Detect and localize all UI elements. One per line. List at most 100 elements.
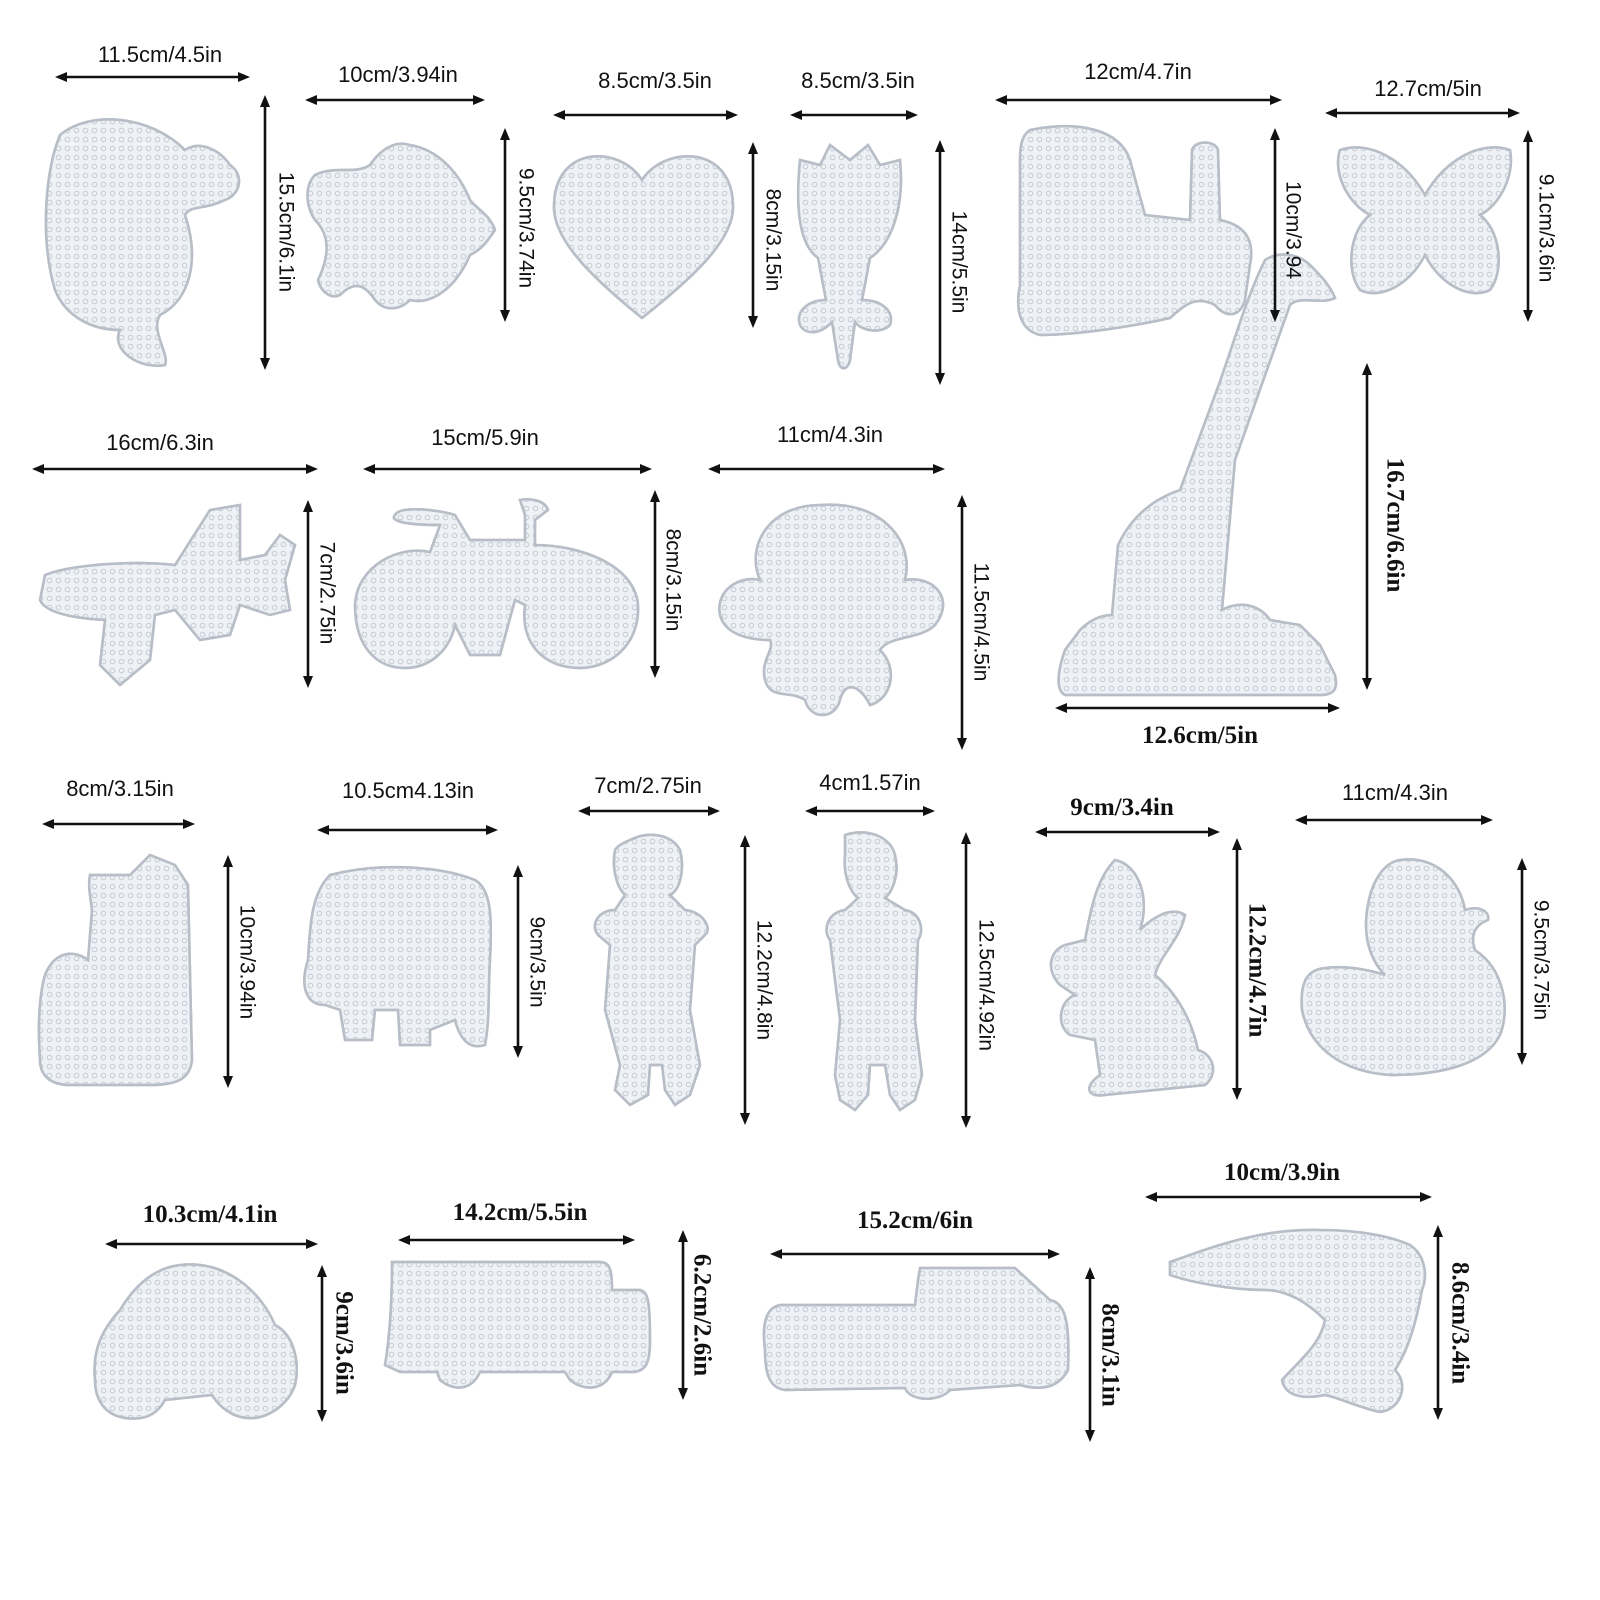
butterfly-height-label: 9.1cm/3.6in bbox=[1534, 174, 1557, 283]
bus-width-arrow bbox=[398, 1235, 635, 1245]
boy-height-label: 12.5cm/4.92in bbox=[974, 919, 997, 1051]
airplane-width-arrow bbox=[32, 464, 318, 474]
bicycle-height-arrow bbox=[650, 490, 660, 678]
truck-board-icon bbox=[762, 1266, 1070, 1400]
giraffe-height-label: 16.7cm/6.6in bbox=[1381, 458, 1408, 593]
truck-width-label: 15.2cm/6in bbox=[857, 1207, 973, 1234]
tulip-width-arrow bbox=[790, 110, 918, 120]
heart-height-label: 8cm/3.15in bbox=[761, 189, 784, 292]
bicycle-width-label: 15cm/5.9in bbox=[431, 425, 539, 450]
fish-width-label: 10cm/3.94in bbox=[338, 62, 458, 87]
elephant-height-label: 9cm/3.5in bbox=[525, 916, 548, 1007]
squirrel-height-label: 15.5cm/6.1in bbox=[274, 172, 297, 292]
car-board-icon bbox=[93, 1263, 299, 1420]
bus-width-label: 14.2cm/5.5in bbox=[453, 1199, 588, 1226]
cat-height-label: 10cm/3.94in bbox=[235, 905, 258, 1019]
heart-height-arrow bbox=[748, 142, 758, 328]
duck-board-icon bbox=[1300, 858, 1506, 1077]
airplane-width-label: 16cm/6.3in bbox=[106, 430, 214, 455]
dolphin-width-arrow bbox=[1145, 1192, 1432, 1202]
bicycle-height-label: 8cm/3.15in bbox=[661, 529, 684, 632]
boy-board-icon bbox=[825, 831, 924, 1112]
heart-width-arrow bbox=[553, 110, 738, 120]
fish-board-icon bbox=[306, 142, 497, 310]
boy-height-arrow bbox=[961, 832, 971, 1128]
octopus-board-icon bbox=[718, 503, 945, 717]
heart-board-icon bbox=[552, 155, 735, 320]
fish-height-arrow bbox=[500, 128, 510, 322]
heart-width-label: 8.5cm/3.5in bbox=[598, 68, 712, 93]
tractor-board-icon bbox=[1016, 125, 1253, 337]
dolphin-board-icon bbox=[1168, 1228, 1427, 1414]
girl-height-label: 12.2cm/4.8in bbox=[752, 920, 775, 1040]
rabbit-width-arrow bbox=[1035, 827, 1220, 837]
duck-height-label: 9.5cm/3.75in bbox=[1529, 900, 1552, 1020]
dolphin-height-label: 8.6cm/3.4in bbox=[1446, 1262, 1473, 1384]
car-height-label: 9cm/3.6in bbox=[330, 1291, 357, 1395]
rabbit-board-icon bbox=[1049, 858, 1215, 1097]
tulip-height-label: 14cm/5.5in bbox=[947, 211, 970, 314]
tractor-height-arrow bbox=[1270, 128, 1280, 322]
octopus-height-arrow bbox=[957, 495, 967, 750]
dolphin-height-arrow bbox=[1433, 1225, 1443, 1420]
fish-width-arrow bbox=[305, 95, 485, 105]
elephant-width-arrow bbox=[317, 825, 498, 835]
giraffe-board-icon bbox=[1057, 253, 1338, 697]
rabbit-width-label: 9cm/3.4in bbox=[1070, 794, 1174, 821]
bus-height-arrow bbox=[678, 1230, 688, 1400]
rabbit-height-arrow bbox=[1232, 838, 1242, 1100]
bus-board-icon bbox=[383, 1260, 652, 1389]
bicycle-board-icon bbox=[353, 498, 640, 670]
car-width-label: 10.3cm/4.1in bbox=[143, 1201, 278, 1228]
truck-height-arrow bbox=[1085, 1267, 1095, 1442]
tulip-width-label: 8.5cm/3.5in bbox=[801, 68, 915, 93]
squirrel-height-arrow bbox=[260, 95, 270, 370]
girl-width-label: 7cm/2.75in bbox=[594, 773, 702, 798]
duck-width-arrow bbox=[1295, 815, 1493, 825]
giraffe-width-label: 12.6cm/5in bbox=[1142, 722, 1258, 749]
giraffe-width-arrow bbox=[1055, 703, 1340, 713]
tulip-board-icon bbox=[796, 143, 903, 370]
butterfly-height-arrow bbox=[1523, 130, 1533, 322]
airplane-board-icon bbox=[38, 503, 297, 687]
butterfly-width-label: 12.7cm/5in bbox=[1374, 76, 1482, 101]
elephant-height-arrow bbox=[513, 865, 523, 1058]
tractor-width-arrow bbox=[995, 95, 1282, 105]
tractor-width-label: 12cm/4.7in bbox=[1084, 59, 1192, 84]
cat-width-label: 8cm/3.15in bbox=[66, 776, 174, 801]
elephant-width-label: 10.5cm4.13in bbox=[342, 778, 474, 803]
giraffe-height-arrow bbox=[1362, 363, 1372, 690]
elephant-board-icon bbox=[303, 865, 493, 1048]
octopus-width-label: 11cm/4.3in bbox=[777, 422, 883, 447]
duck-width-label: 11cm/4.3in bbox=[1342, 780, 1448, 805]
cat-width-arrow bbox=[42, 819, 195, 829]
cat-height-arrow bbox=[223, 855, 233, 1088]
airplane-height-label: 7cm/2.75in bbox=[315, 542, 338, 645]
boy-width-arrow bbox=[805, 806, 935, 816]
octopus-width-arrow bbox=[708, 464, 945, 474]
cat-board-icon bbox=[37, 853, 194, 1087]
dolphin-width-label: 10cm/3.9in bbox=[1224, 1159, 1340, 1186]
girl-height-arrow bbox=[740, 835, 750, 1125]
boy-width-label: 4cm1.57in bbox=[819, 770, 921, 795]
girl-board-icon bbox=[593, 833, 709, 1107]
rabbit-height-label: 12.2cm/4.7in bbox=[1243, 903, 1270, 1038]
bus-height-label: 6.2cm/2.6in bbox=[688, 1254, 715, 1376]
octopus-height-label: 11.5cm/4.5in bbox=[969, 563, 992, 682]
tractor-height-label: 10cm/3.94 bbox=[1281, 181, 1304, 279]
girl-width-arrow bbox=[578, 806, 720, 816]
car-height-arrow bbox=[317, 1265, 327, 1422]
squirrel-board-icon bbox=[44, 118, 241, 368]
fish-height-label: 9.5cm/3.74in bbox=[514, 168, 537, 288]
tulip-height-arrow bbox=[935, 140, 945, 385]
truck-width-arrow bbox=[770, 1249, 1060, 1259]
car-width-arrow bbox=[105, 1239, 318, 1249]
squirrel-width-label: 11.5cm/4.5in bbox=[98, 42, 222, 67]
airplane-height-arrow bbox=[303, 500, 313, 688]
butterfly-board-icon bbox=[1336, 146, 1513, 295]
truck-height-label: 8cm/3.1in bbox=[1096, 1303, 1123, 1407]
bicycle-width-arrow bbox=[363, 464, 652, 474]
duck-height-arrow bbox=[1517, 858, 1527, 1065]
squirrel-width-arrow bbox=[55, 72, 250, 82]
